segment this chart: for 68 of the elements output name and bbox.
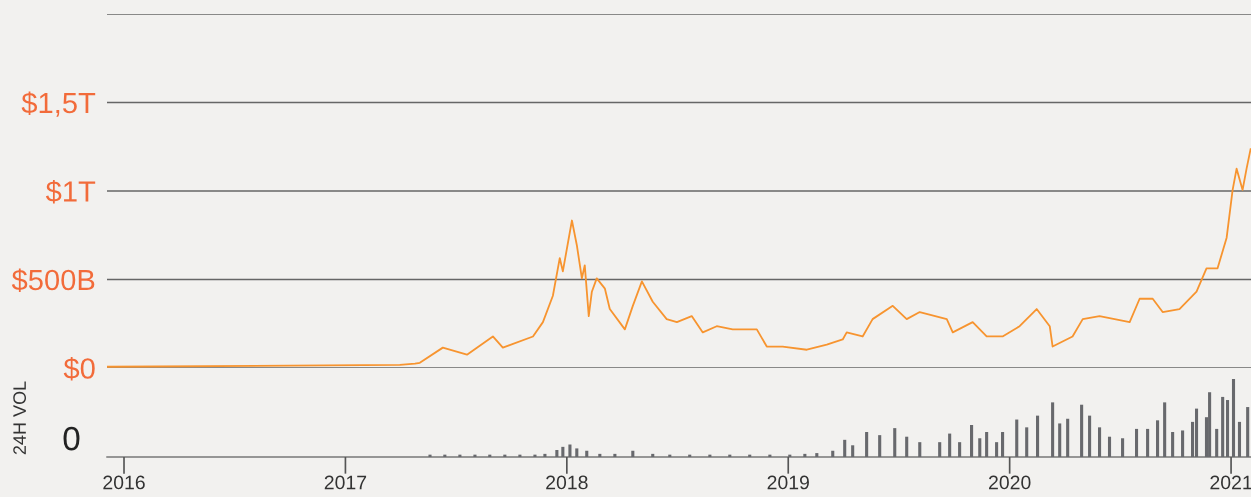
bar xyxy=(1163,402,1167,457)
bar xyxy=(1058,423,1062,457)
bar xyxy=(938,442,942,457)
bar xyxy=(815,453,819,457)
bar xyxy=(1088,415,1092,457)
bar xyxy=(598,453,602,457)
y-axis-title: 24H VOL xyxy=(13,381,26,455)
y-tick-label: $0 xyxy=(63,356,95,381)
bar xyxy=(1225,400,1230,457)
bar xyxy=(985,432,989,457)
bar xyxy=(613,453,617,457)
x-tick-label: 2016 xyxy=(103,475,145,490)
bar xyxy=(1051,402,1055,457)
bar xyxy=(1080,404,1084,457)
bar xyxy=(918,442,922,457)
bar xyxy=(543,453,547,457)
bar xyxy=(843,439,847,457)
bar xyxy=(1146,428,1150,457)
bar xyxy=(533,454,537,457)
bar xyxy=(585,450,589,457)
bar xyxy=(1015,419,1019,457)
bar xyxy=(631,450,635,457)
bar xyxy=(1215,428,1219,457)
bar xyxy=(878,435,882,457)
bar xyxy=(1001,432,1005,457)
bar xyxy=(1181,430,1185,457)
bar xyxy=(893,428,897,457)
x-tick-label: 2021 xyxy=(1210,475,1251,490)
bar xyxy=(978,438,982,457)
bar xyxy=(803,453,807,457)
bar xyxy=(1134,428,1139,457)
text: 0 xyxy=(63,426,80,451)
bar xyxy=(1231,378,1236,457)
bar xyxy=(1098,427,1102,457)
bar xyxy=(555,449,559,457)
bar xyxy=(1171,432,1175,457)
bar xyxy=(1237,421,1242,457)
y-tick-label: $500B xyxy=(11,268,95,293)
bar xyxy=(561,446,565,457)
bar xyxy=(1107,436,1112,457)
bar xyxy=(948,433,952,457)
bar xyxy=(851,445,855,457)
bar xyxy=(651,453,655,457)
bar xyxy=(865,432,869,457)
bar xyxy=(905,436,909,457)
bar xyxy=(1121,438,1125,457)
x-tick-label: 2020 xyxy=(989,475,1031,490)
bar xyxy=(970,425,974,457)
bar xyxy=(1066,418,1070,457)
bar xyxy=(1221,396,1225,457)
bar xyxy=(1194,408,1199,457)
y-tick-label: $1T xyxy=(45,179,96,204)
x-tick-label: 2018 xyxy=(546,475,588,490)
bar xyxy=(831,450,835,457)
bar xyxy=(1025,427,1029,457)
y-tick-label: $1,5T xyxy=(21,91,96,117)
bar xyxy=(995,442,999,457)
bar xyxy=(1156,420,1160,457)
bar xyxy=(1036,415,1040,457)
x-tick-label: 2019 xyxy=(767,475,809,490)
line-series xyxy=(106,148,1251,368)
bar xyxy=(568,444,572,457)
bar xyxy=(575,448,579,457)
x-tick-label: 2017 xyxy=(324,475,367,490)
bar xyxy=(428,454,432,457)
bar xyxy=(1208,392,1212,457)
bar xyxy=(958,442,962,457)
bar xyxy=(1246,407,1250,457)
